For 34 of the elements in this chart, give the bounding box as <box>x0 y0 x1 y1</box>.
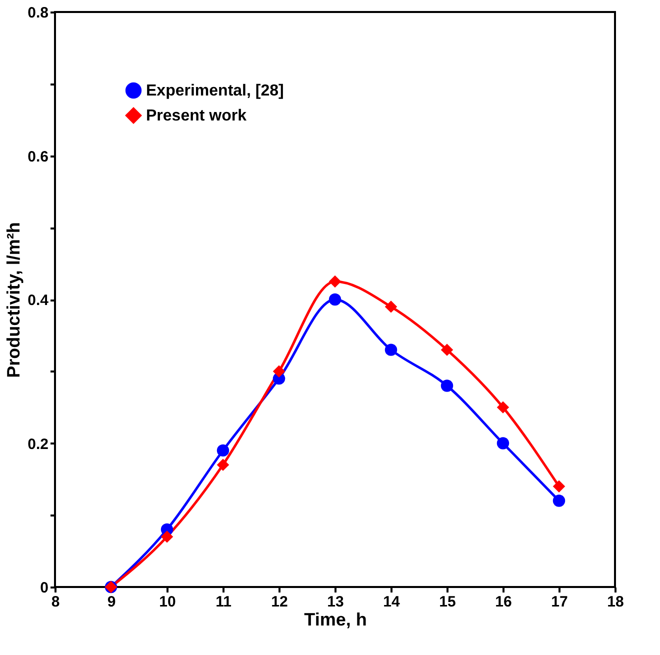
x-tick-label: 12 <box>271 594 288 610</box>
y-tick-label: 0.4 <box>28 292 50 309</box>
x-tick-label: 14 <box>383 594 400 610</box>
point <box>328 275 342 288</box>
x-tick-label: 18 <box>607 594 624 610</box>
x-tick-label: 9 <box>107 594 116 610</box>
legend-label: Present work <box>146 108 247 124</box>
point <box>496 437 510 450</box>
x-tick-label: 15 <box>439 594 456 610</box>
point <box>328 293 342 306</box>
point <box>216 444 230 457</box>
point <box>496 401 510 414</box>
y-tick-label: 0.2 <box>28 436 48 453</box>
legend-label: Experimental, [28] <box>146 82 284 100</box>
point <box>440 380 454 392</box>
y-tick-label: 0.8 <box>28 4 48 22</box>
point <box>216 458 230 471</box>
x-tick-label: 13 <box>327 594 344 610</box>
y-tick-label: 0.6 <box>28 148 48 166</box>
x-tick-label: 8 <box>51 594 60 610</box>
x-axis-title: Time, h <box>304 610 367 630</box>
x-tick-label: 16 <box>495 594 512 610</box>
point <box>272 365 286 378</box>
y-axis-title: Productivity, l/m²h <box>4 222 24 378</box>
point <box>552 494 566 507</box>
x-tick-label: 17 <box>551 594 568 610</box>
x-tick-label: 11 <box>216 594 232 610</box>
point <box>160 530 174 543</box>
point <box>384 344 398 356</box>
point <box>440 344 454 356</box>
x-tick-label: 10 <box>159 594 176 610</box>
y-tick-label: 0 <box>40 580 48 596</box>
point <box>384 300 398 313</box>
point <box>552 480 566 492</box>
